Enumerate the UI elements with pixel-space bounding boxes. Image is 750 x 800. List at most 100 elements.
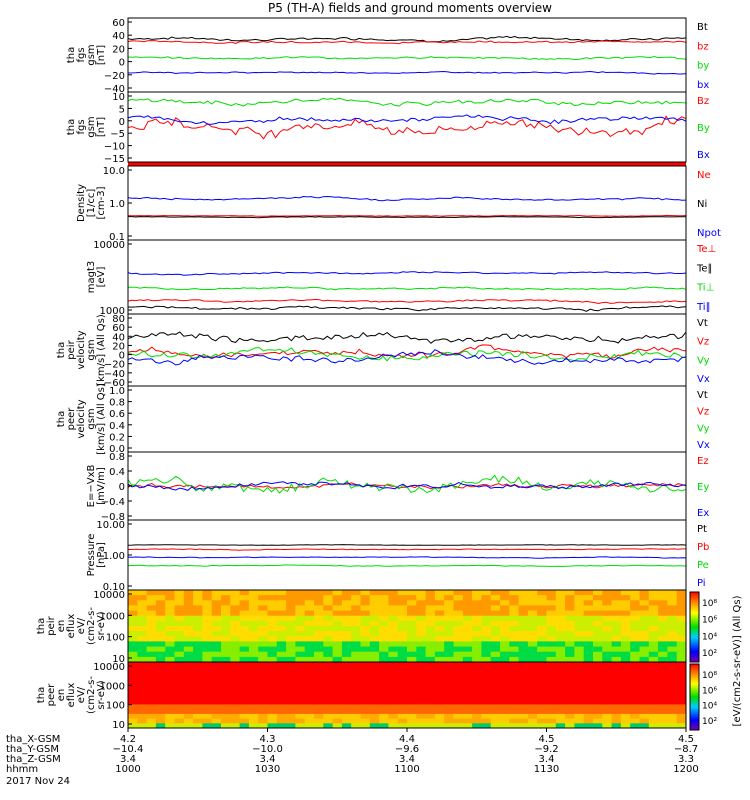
- heat-cell: [472, 718, 482, 724]
- heat-cell: [407, 695, 417, 701]
- x-tick-label: 4.5: [678, 734, 694, 745]
- heat-cell: [202, 662, 213, 668]
- heat-cell: [509, 671, 520, 677]
- heat-cell: [574, 671, 585, 677]
- heat-cell: [546, 641, 557, 647]
- heat-cell: [286, 680, 296, 687]
- heat-cell: [676, 666, 687, 672]
- heat-cell: [583, 680, 594, 687]
- heat-cell: [146, 723, 157, 729]
- heat-cell: [276, 671, 287, 677]
- heat-cell: [593, 595, 603, 601]
- heat-cell: [341, 685, 352, 691]
- heat-cell: [527, 600, 538, 606]
- heat-cell: [183, 723, 194, 729]
- heat-cell: [193, 590, 203, 596]
- heat-cell: [388, 626, 399, 632]
- heat-cell: [500, 605, 510, 611]
- heat-cell: [211, 662, 222, 668]
- heat-cell: [165, 666, 175, 672]
- heat-cell: [165, 651, 175, 658]
- heat-cell: [453, 620, 464, 627]
- heat-cell: [304, 680, 315, 687]
- heat-cell: [630, 641, 640, 647]
- heat-cell: [314, 590, 324, 596]
- heat-cell: [407, 699, 417, 705]
- heat-cell: [620, 690, 631, 696]
- heat-cell: [397, 704, 408, 710]
- heat-cell: [462, 641, 473, 647]
- heat-cell: [509, 615, 520, 622]
- heat-cell: [676, 685, 687, 691]
- heat-cell: [611, 723, 622, 729]
- heat-cell: [230, 646, 241, 653]
- heat-cell: [323, 590, 334, 596]
- colorbar-strip: [689, 591, 700, 663]
- heat-cell: [444, 680, 454, 687]
- heat-cell: [351, 595, 361, 601]
- heat-cell: [630, 699, 640, 705]
- heat-cell: [155, 671, 166, 677]
- y-tick-label: 0.8: [109, 398, 125, 409]
- heat-cell: [602, 590, 613, 596]
- heat-cell: [425, 590, 436, 596]
- x-tick-label: 3.4: [260, 754, 276, 765]
- heat-cell: [509, 685, 520, 691]
- heat-cell: [518, 723, 529, 729]
- heat-cell: [537, 636, 547, 642]
- heat-cell: [276, 680, 287, 687]
- legend-entry: Vx: [697, 374, 710, 385]
- heat-cell: [444, 605, 454, 611]
- heat-cell: [388, 676, 399, 682]
- heat-cell: [593, 680, 603, 687]
- heat-cell: [462, 605, 473, 611]
- heat-cell: [379, 704, 389, 710]
- heat-cell: [155, 641, 166, 647]
- heat-cell: [165, 709, 175, 715]
- heat-cell: [323, 723, 334, 729]
- heat-cell: [295, 718, 306, 724]
- heat-cell: [155, 605, 166, 611]
- x-tick-label: 1100: [394, 764, 419, 775]
- y-axis-label-line: tha: [56, 411, 67, 427]
- heat-cell: [137, 636, 148, 642]
- heat-cell: [221, 626, 231, 632]
- heat-cell: [221, 685, 231, 691]
- heat-cell: [351, 690, 361, 696]
- heat-cell: [286, 605, 296, 611]
- heat-cell: [128, 709, 138, 715]
- heat-cell: [155, 718, 166, 724]
- heat-cell: [444, 620, 454, 627]
- heat-cell: [537, 709, 547, 715]
- heat-cell: [537, 590, 547, 596]
- heat-cell: [202, 600, 213, 606]
- legend-entry: bx: [697, 80, 709, 91]
- y-tick-label: 1.00: [103, 551, 125, 562]
- heat-cell: [193, 676, 203, 682]
- heat-cell: [639, 713, 650, 720]
- y-axis-label-line: [eV]: [96, 267, 107, 288]
- heat-cell: [658, 620, 668, 627]
- heat-cell: [267, 605, 278, 611]
- heat-cell: [369, 662, 380, 668]
- heat-cell: [388, 651, 399, 658]
- heat-cell: [379, 709, 389, 715]
- heat-cell: [379, 662, 389, 668]
- heat-cell: [332, 723, 343, 729]
- heat-cell: [444, 699, 454, 705]
- y-axis-label-p1: tha fgs gsm [nT]: [66, 44, 107, 65]
- heat-cell: [565, 680, 575, 687]
- heat-cell: [490, 699, 501, 705]
- heat-cell: [444, 671, 454, 677]
- heat-cell: [407, 709, 417, 715]
- heat-cell: [230, 641, 241, 647]
- heat-cell: [620, 699, 631, 705]
- heat-cell: [276, 646, 287, 653]
- legend-entry: Ex: [697, 508, 709, 519]
- heat-cell: [527, 685, 538, 691]
- heat-cell: [332, 685, 343, 691]
- heat-cell: [369, 699, 380, 705]
- heat-cell: [620, 610, 631, 617]
- heat-cell: [137, 600, 148, 606]
